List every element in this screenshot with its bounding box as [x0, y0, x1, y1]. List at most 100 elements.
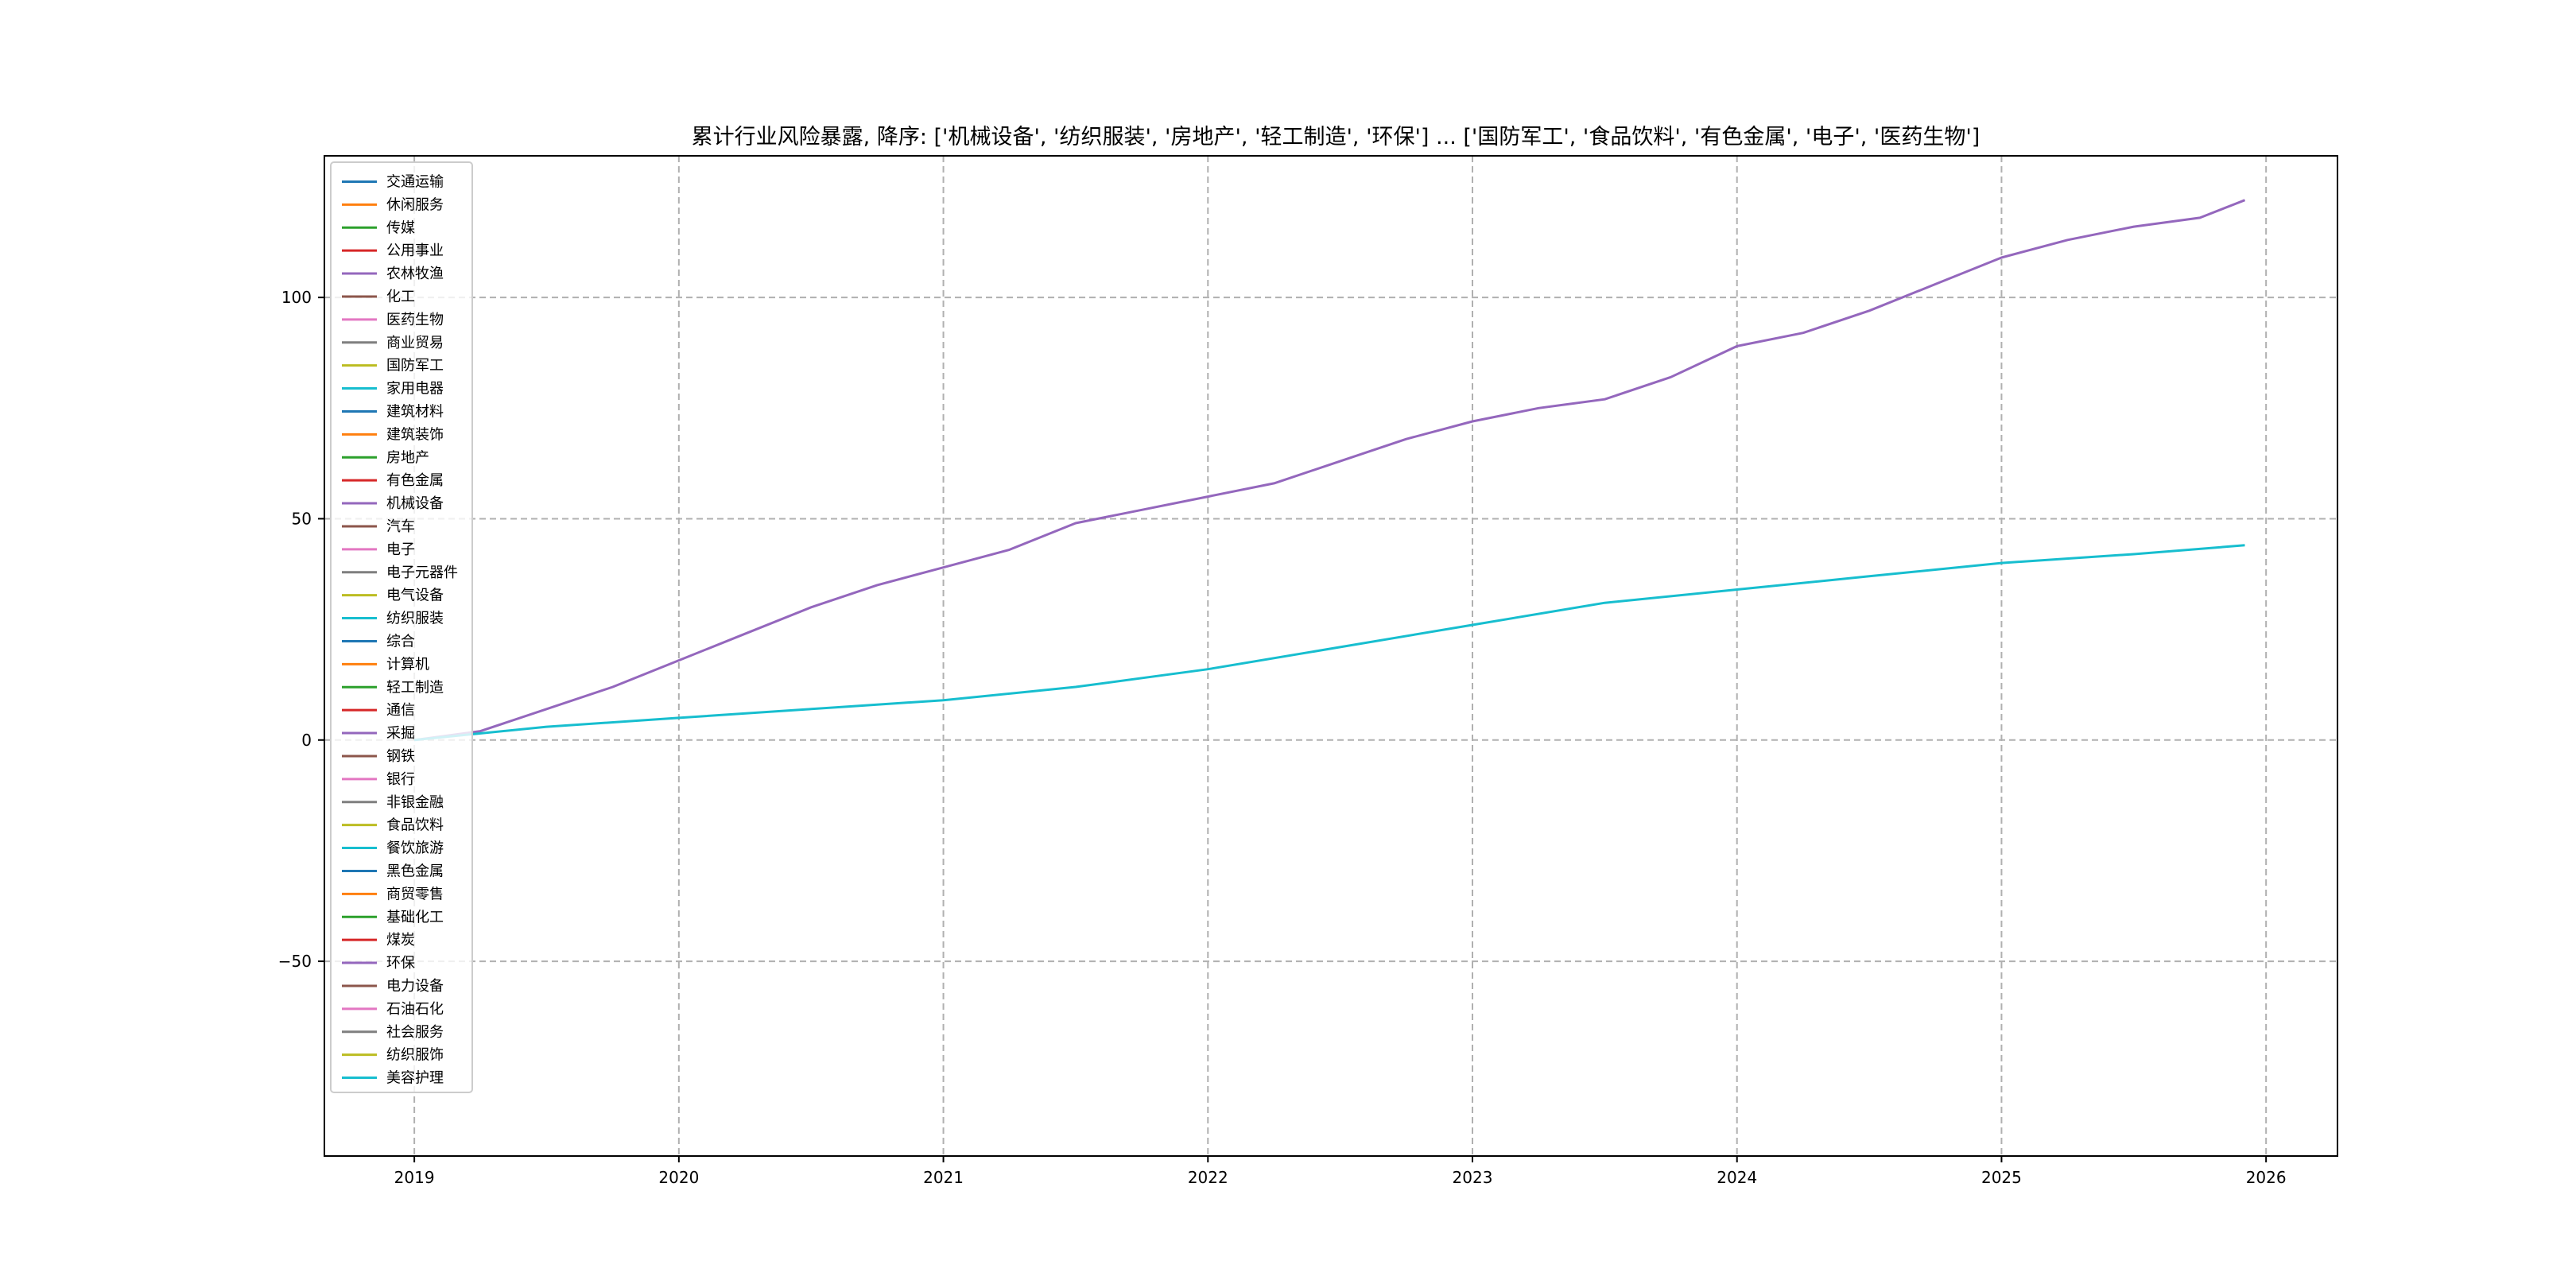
legend-label: 医药生物: [386, 312, 444, 328]
legend-entry: 煤炭: [342, 932, 415, 949]
legend-entry: 采掘: [342, 725, 415, 742]
legend-label: 汽车: [386, 518, 415, 535]
grid: [324, 156, 2337, 1156]
legend-entry: 美容护理: [342, 1070, 444, 1087]
legend-entry: 社会服务: [342, 1024, 444, 1041]
legend-label: 综合: [386, 633, 415, 650]
legend-entry: 黑色金属: [342, 863, 444, 879]
legend-label: 非银金融: [386, 794, 444, 811]
legend-label: 轻工制造: [386, 679, 444, 696]
legend-label: 通信: [386, 702, 415, 719]
legend-entry: 餐饮旅游: [342, 840, 444, 857]
legend-entry: 电子: [342, 541, 415, 558]
legend-label: 公用事业: [386, 242, 444, 259]
legend-entry: 汽车: [342, 518, 415, 535]
legend-entry: 公用事业: [342, 242, 444, 259]
legend-label: 美容护理: [386, 1070, 444, 1087]
legend-label: 房地产: [386, 449, 429, 466]
series-lines: [413, 199, 2246, 742]
legend-label: 化工: [386, 289, 415, 305]
chart-title: 累计行业风险暴露, 降序: ['机械设备', '纺织服装', '房地产', '轻…: [692, 125, 1980, 149]
legend-label: 电力设备: [386, 978, 444, 995]
legend-label: 食品饮料: [386, 817, 444, 834]
legend-entry: 家用电器: [342, 381, 444, 398]
legend-entry: 通信: [342, 702, 415, 719]
legend-box: [330, 161, 473, 1093]
y-tick-label: 100: [281, 288, 312, 307]
x-tick-label: 2025: [1981, 1168, 2022, 1187]
legend-label: 采掘: [386, 725, 415, 742]
legend-entry: 有色金属: [342, 472, 444, 489]
legend: 交通运输休闲服务传媒公用事业农林牧渔化工医药生物商业贸易国防军工家用电器建筑材料…: [330, 161, 473, 1093]
legend-label: 基础化工: [386, 909, 444, 925]
legend-label: 电子: [386, 541, 415, 558]
legend-label: 电气设备: [386, 588, 444, 604]
legend-entry: 建筑装饰: [342, 426, 444, 443]
legend-label: 休闲服务: [386, 196, 444, 213]
legend-entry: 食品饮料: [342, 817, 444, 834]
series-line-19: [413, 544, 2245, 742]
x-tick-label: 2021: [923, 1168, 964, 1187]
legend-entry: 休闲服务: [342, 196, 444, 213]
legend-entry: 商业贸易: [342, 335, 444, 351]
legend-entry: 建筑材料: [342, 403, 444, 420]
legend-entry: 轻工制造: [342, 679, 444, 696]
legend-label: 有色金属: [386, 472, 444, 489]
legend-label: 家用电器: [386, 381, 444, 398]
legend-entry: 纺织服饰: [342, 1047, 444, 1064]
legend-label: 餐饮旅游: [386, 840, 444, 857]
legend-label: 纺织服饰: [386, 1047, 444, 1064]
legend-entry: 基础化工: [342, 909, 444, 925]
legend-entry: 电子元器件: [342, 564, 458, 581]
x-tick-label: 2024: [1717, 1168, 1757, 1187]
legend-label: 钢铁: [386, 748, 415, 765]
legend-entry: 计算机: [342, 656, 429, 673]
legend-label: 国防军工: [386, 358, 444, 374]
legend-entry: 农林牧渔: [342, 266, 444, 282]
x-tick-label: 2026: [2246, 1168, 2287, 1187]
legend-entry: 环保: [342, 955, 415, 972]
y-tick-label: 0: [301, 731, 312, 750]
legend-entry: 石油石化: [342, 1001, 444, 1018]
legend-label: 建筑装饰: [386, 426, 444, 443]
legend-label: 环保: [386, 955, 415, 972]
legend-entry: 国防军工: [342, 358, 444, 374]
plot-frame: [324, 155, 2338, 1157]
legend-entry: 机械设备: [342, 495, 444, 512]
y-tick-label: −50: [278, 952, 312, 971]
legend-entry: 银行: [342, 771, 415, 788]
legend-label: 煤炭: [386, 932, 415, 949]
legend-label: 传媒: [386, 219, 415, 236]
legend-entry: 电力设备: [342, 978, 444, 995]
legend-label: 社会服务: [386, 1024, 444, 1041]
x-tick-label: 2022: [1188, 1168, 1228, 1187]
legend-entry: 传媒: [342, 219, 415, 236]
axis-ticks: 2019 2020 2021 2022 2023 2024 2025 2026 −50 0 50 10…: [278, 288, 2287, 1187]
series-line-14: [413, 199, 2246, 742]
legend-label: 建筑材料: [386, 403, 444, 420]
legend-label: 交通运输: [386, 173, 444, 190]
legend-entry: 钢铁: [342, 748, 415, 765]
legend-label: 石油石化: [386, 1001, 444, 1018]
legend-entry: 化工: [342, 289, 415, 305]
legend-label: 农林牧渔: [386, 266, 444, 282]
x-tick-label: 2020: [658, 1168, 699, 1187]
legend-entry: 电气设备: [342, 588, 444, 604]
legend-label: 商贸零售: [386, 886, 444, 902]
legend-entry: 房地产: [342, 449, 429, 466]
x-tick-label: 2023: [1453, 1168, 1493, 1187]
x-tick-label: 2019: [394, 1168, 435, 1187]
legend-label: 机械设备: [386, 495, 444, 512]
legend-entry: 商贸零售: [342, 886, 444, 902]
legend-label: 计算机: [386, 656, 429, 673]
legend-label: 纺织服装: [386, 611, 444, 627]
legend-label: 黑色金属: [386, 863, 444, 879]
legend-label: 商业贸易: [386, 335, 444, 351]
legend-label: 银行: [386, 771, 415, 788]
legend-entry: 交通运输: [342, 173, 444, 190]
y-tick-label: 50: [292, 509, 312, 528]
legend-entry: 医药生物: [342, 312, 444, 328]
legend-entry: 纺织服装: [342, 611, 444, 627]
legend-entry: 综合: [342, 633, 415, 650]
